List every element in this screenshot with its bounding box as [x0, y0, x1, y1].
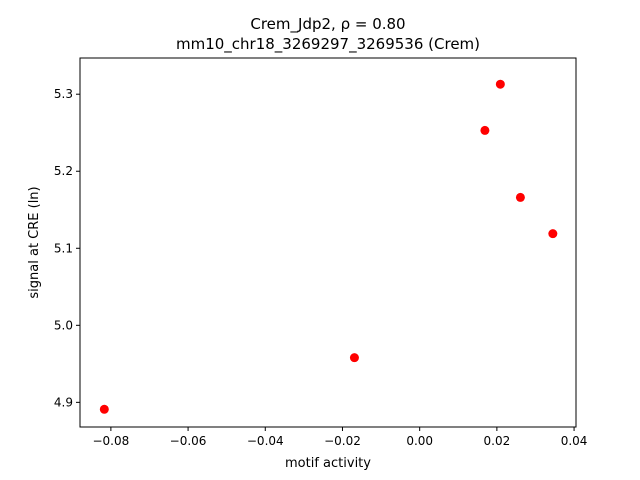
- x-tick-label: −0.06: [170, 434, 207, 448]
- y-tick-label: 4.9: [54, 395, 73, 409]
- data-points: [99, 79, 558, 414]
- x-axis-label: motif activity: [285, 456, 371, 471]
- chart-title-line1: Crem_Jdp2, ρ = 0.80: [250, 15, 405, 34]
- scatter-point: [515, 192, 525, 202]
- x-tick-label: −0.02: [324, 434, 361, 448]
- y-tick-label: 5.3: [54, 87, 73, 101]
- y-tick-label: 5.1: [54, 241, 73, 255]
- scatter-point: [548, 229, 558, 239]
- x-tick-label: −0.04: [247, 434, 284, 448]
- y-tick-label: 5.2: [54, 164, 73, 178]
- x-tick-label: 0.02: [484, 434, 511, 448]
- x-tick-label: −0.08: [92, 434, 129, 448]
- y-tick-label: 5.0: [54, 318, 73, 332]
- scatter-point: [99, 404, 109, 414]
- y-axis-label: signal at CRE (ln): [27, 186, 42, 298]
- scatter-point: [349, 353, 359, 363]
- axis-ticks: −0.08 −0.06 −0.04 −0.02 0.00 0.02 0.04 4.9 5.0 5.…: [54, 87, 588, 448]
- scatter-point: [480, 125, 490, 135]
- scatter-point: [495, 79, 505, 89]
- x-tick-label: 0.00: [406, 434, 433, 448]
- chart-title-line2: mm10_chr18_3269297_3269536 (Crem): [176, 35, 480, 54]
- x-tick-label: 0.04: [561, 434, 588, 448]
- plot-area-frame: [79, 57, 577, 428]
